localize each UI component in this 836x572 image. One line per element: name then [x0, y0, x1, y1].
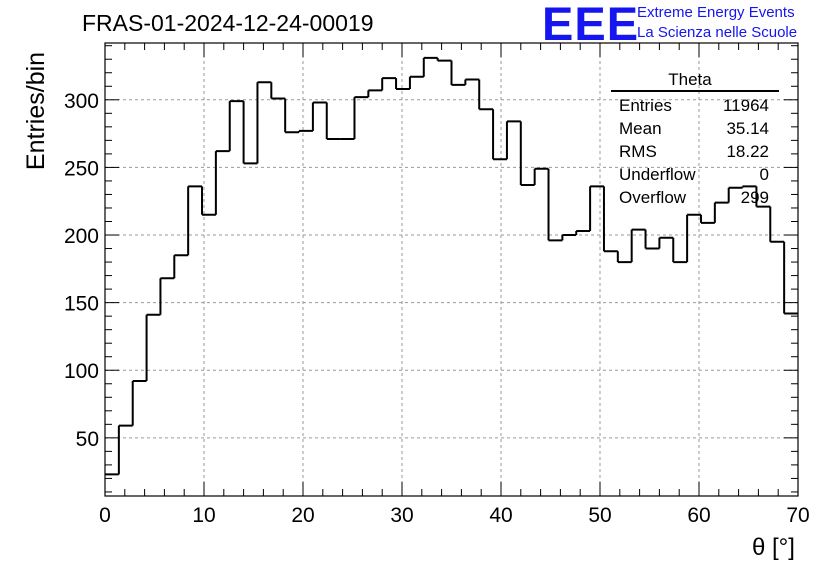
histogram-bin [686, 213, 701, 263]
histogram-bin [561, 234, 577, 241]
histogram-bin [547, 168, 563, 242]
histogram-bin [311, 101, 327, 131]
x-tick-label: 40 [489, 504, 512, 527]
histogram-bin [505, 120, 521, 160]
histogram-bin [145, 313, 161, 382]
stats-row-mean: Mean 35.14 [611, 117, 779, 140]
histogram-bin [270, 82, 286, 100]
y-tick-label: 200 [64, 225, 99, 248]
histogram-bin [159, 277, 175, 315]
logo-line-1: Extreme Energy Events [637, 4, 795, 21]
histogram-bin [602, 186, 618, 253]
histogram-bin [450, 60, 466, 86]
histogram-bin [616, 251, 632, 264]
stats-value: 11964 [722, 96, 769, 115]
histogram-bin [117, 424, 133, 475]
stats-label: Overflow [619, 188, 687, 207]
stats-label: Entries [619, 96, 672, 115]
histogram-bin [284, 98, 300, 134]
histogram-bin [173, 254, 189, 279]
histogram-bin [755, 186, 771, 208]
histogram-bin [672, 237, 688, 264]
y-tick-label: 150 [64, 293, 99, 316]
histogram-bin [519, 121, 535, 186]
stats-value: 0 [759, 165, 769, 184]
histogram-bin [727, 186, 743, 203]
histogram-bin [228, 100, 244, 152]
x-tick-label: 60 [687, 504, 710, 527]
histogram-bin [298, 129, 313, 133]
stats-row-entries: Entries 11964 [611, 94, 779, 117]
stats-box-rule [611, 90, 779, 92]
histogram-bin [187, 185, 203, 256]
histogram-bin [713, 201, 729, 223]
histogram-bin [589, 185, 604, 231]
plot-frame [104, 42, 799, 497]
histogram-bin [422, 56, 438, 77]
histogram-bin [131, 380, 147, 426]
histogram-bin [741, 185, 757, 188]
y-tick-label: 300 [64, 90, 99, 113]
stats-row-underflow: Underflow 0 [611, 163, 779, 186]
histogram-bin [408, 75, 424, 89]
logo-line-2: La Scienza nelle Scuole [637, 24, 798, 41]
histogram-bin [201, 186, 216, 216]
histogram-bin [353, 96, 369, 140]
chart-title: FRAS-01-2024-12-24-00019 [82, 10, 374, 36]
stats-value: 18.22 [726, 142, 769, 161]
x-tick-label: 10 [192, 504, 215, 527]
histogram-bin [381, 77, 397, 91]
histogram-bin [395, 78, 410, 90]
x-tick-label: 50 [588, 504, 611, 527]
stats-label: Underflow [619, 165, 696, 184]
stats-row-overflow: Overflow 299 [611, 186, 779, 209]
x-axis-label: θ [°] [752, 534, 795, 561]
histogram-bin [478, 79, 494, 111]
histogram-bin [436, 57, 452, 62]
x-tick-label: 70 [786, 504, 809, 527]
stats-box-name: Theta [668, 70, 712, 89]
stats-row-rms: RMS 18.22 [611, 140, 779, 163]
y-tick-label: 100 [64, 360, 99, 383]
histogram-bin [769, 206, 785, 243]
stats-value: 35.14 [726, 119, 769, 138]
histogram-bin [492, 109, 507, 161]
histogram-bin [242, 101, 258, 165]
histogram-bin [630, 228, 646, 263]
histogram-bin [367, 89, 383, 98]
x-tick-label: 0 [99, 504, 111, 527]
histogram-bin [575, 229, 591, 236]
y-tick-label: 250 [64, 157, 99, 180]
x-tick-label: 30 [390, 504, 413, 527]
histogram-bin [325, 102, 341, 141]
eee-logo: EEE [542, 0, 640, 50]
histogram-bin [256, 81, 272, 164]
stats-label: Mean [619, 119, 662, 138]
stats-label: RMS [619, 142, 657, 161]
histogram-bin [658, 236, 674, 249]
stats-box: Theta Entries 11964 Mean 35.14 RMS 18.22… [611, 70, 779, 209]
y-axis-label: Entries/bin [22, 51, 50, 171]
histogram-bin [533, 167, 549, 185]
histogram-bin [644, 229, 660, 250]
histogram-bin [699, 214, 715, 224]
stats-value: 299 [740, 188, 769, 207]
histogram-bin [783, 241, 798, 315]
histogram-bin [214, 150, 230, 215]
x-tick-label: 20 [291, 504, 314, 527]
y-tick-label: 50 [76, 428, 99, 451]
histogram-bin [464, 78, 480, 85]
